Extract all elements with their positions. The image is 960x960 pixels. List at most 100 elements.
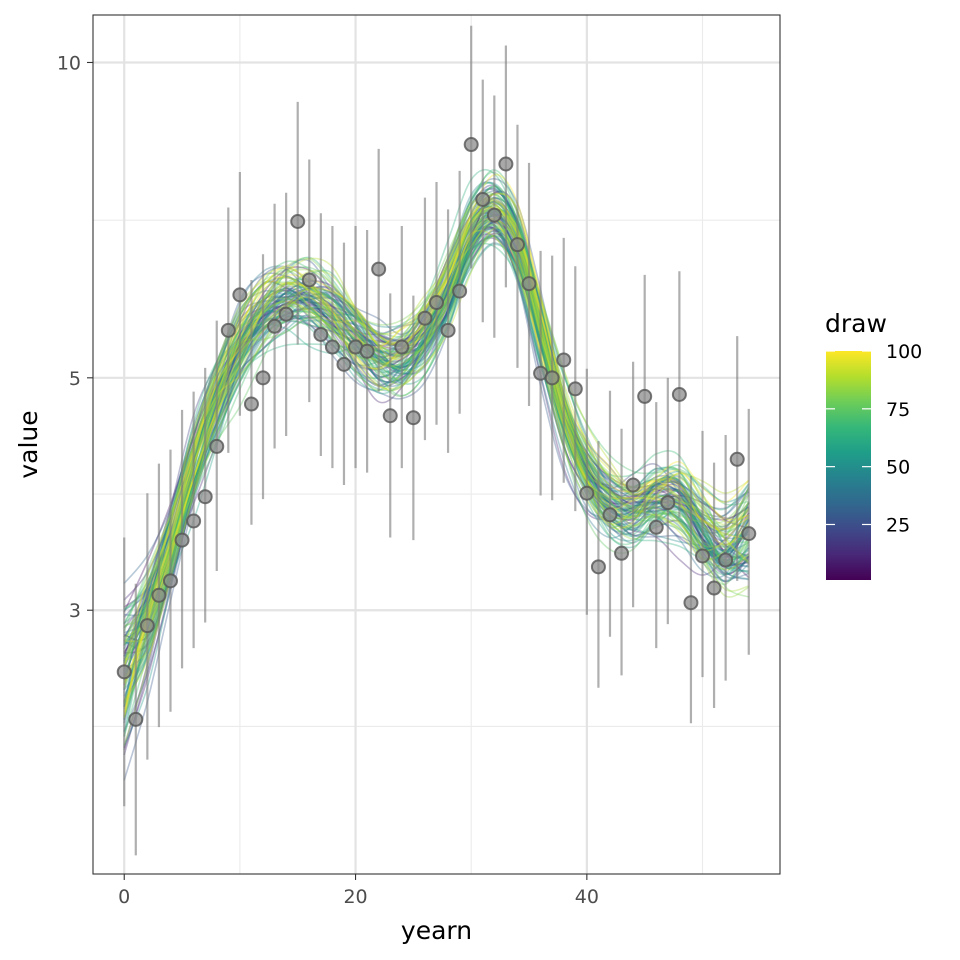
draw-line (123, 243, 750, 707)
data-point (695, 548, 711, 564)
data-point (463, 137, 479, 153)
x-axis-title: yearn (401, 916, 472, 945)
y-axis: 3 5 10 (57, 52, 93, 622)
draw-line (123, 199, 750, 712)
draw-line (123, 198, 750, 697)
draw-line (123, 204, 750, 661)
y-tick-label: 10 (57, 52, 81, 74)
legend-colorbar (826, 351, 871, 580)
data-point (151, 587, 167, 603)
data-point (590, 559, 606, 575)
draw-line (123, 208, 750, 718)
legend-tick-label: 25 (886, 514, 910, 536)
draw-line (123, 209, 750, 645)
draw-line (123, 200, 750, 702)
data-point (382, 408, 398, 424)
data-point (174, 532, 190, 548)
data-point (486, 207, 502, 223)
data-point (220, 322, 236, 338)
data-point (544, 370, 560, 386)
data-point (371, 261, 387, 277)
data-point (116, 664, 132, 680)
data-point (452, 283, 468, 299)
data-point (660, 495, 676, 511)
draw-line (123, 208, 749, 681)
data-point (336, 356, 352, 372)
y-tick-label: 3 (69, 600, 81, 622)
draw-line (123, 237, 750, 756)
data-point (359, 343, 375, 359)
data-point (405, 410, 421, 426)
data-point (706, 580, 722, 596)
legend-title: draw (825, 309, 887, 338)
data-point (718, 552, 734, 568)
draw-line (123, 223, 750, 746)
data-point (278, 306, 294, 322)
data-point (255, 370, 271, 386)
x-tick-label: 0 (118, 886, 130, 908)
draw-line (123, 214, 750, 702)
data-point (209, 438, 225, 454)
data-point (556, 352, 572, 368)
draw-line (123, 181, 750, 638)
data-point (614, 545, 630, 561)
data-point (128, 711, 144, 727)
draw-line (123, 205, 749, 682)
data-point (475, 191, 491, 207)
draw-line (123, 228, 750, 629)
draw-line (123, 224, 750, 737)
data-point (197, 489, 213, 505)
draw-line (123, 220, 750, 676)
draw-line (123, 208, 750, 625)
draw-line (123, 171, 749, 610)
data-points (116, 137, 757, 727)
data-point (243, 396, 259, 412)
legend-ticks: 25 50 75 100 (826, 341, 922, 536)
data-point (602, 507, 618, 523)
y-axis-title: value (14, 410, 43, 478)
data-point (567, 381, 583, 397)
plot-panel-border (92, 14, 781, 875)
draw-line (123, 190, 750, 686)
draw-line (123, 202, 749, 657)
data-point (162, 573, 178, 589)
legend-tick-label: 50 (886, 457, 910, 479)
data-point (324, 339, 340, 355)
data-point (139, 618, 155, 634)
data-point (637, 388, 653, 404)
legend: draw 25 50 75 100 (825, 309, 922, 580)
draw-line (123, 201, 750, 691)
draw-line (123, 210, 750, 634)
draw-line (123, 217, 749, 682)
data-point (521, 276, 537, 292)
data-point (498, 156, 514, 172)
posterior-draw-lines (123, 168, 750, 781)
x-tick-label: 40 (575, 886, 599, 908)
draw-line (123, 197, 750, 641)
data-point (440, 322, 456, 338)
legend-tick-label: 100 (886, 341, 922, 363)
x-tick-label: 20 (343, 886, 367, 908)
draw-line (123, 235, 750, 708)
data-point (741, 526, 757, 542)
draw-line (123, 204, 750, 642)
draw-line (123, 220, 750, 601)
data-point (186, 513, 202, 529)
data-point (671, 386, 687, 402)
draw-line (123, 214, 750, 643)
data-point (267, 318, 283, 334)
data-point (579, 485, 595, 501)
legend-tick-label: 75 (886, 399, 910, 421)
draw-line (123, 206, 750, 669)
data-point (232, 287, 248, 303)
data-point (625, 477, 641, 493)
data-point (648, 519, 664, 535)
data-point (290, 214, 306, 230)
y-tick-label: 5 (69, 368, 81, 390)
data-point (313, 326, 329, 342)
x-axis: 0 20 40 (118, 874, 599, 908)
data-point (394, 339, 410, 355)
data-point (729, 451, 745, 467)
data-point (417, 310, 433, 326)
